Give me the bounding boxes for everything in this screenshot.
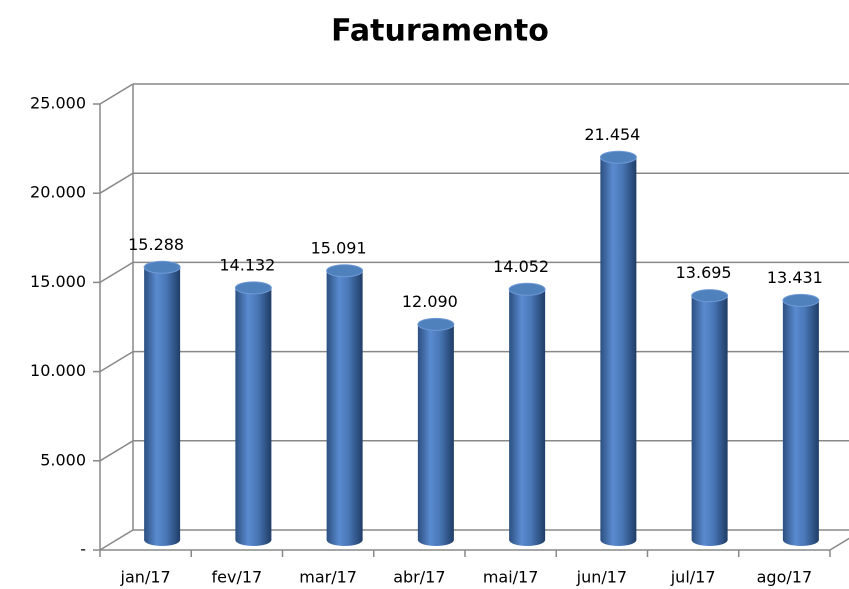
data-label: 14.132 (219, 255, 275, 274)
floor-right-edge (829, 537, 849, 551)
y-tick-label: 20.000 (30, 183, 86, 202)
grid-line-side (99, 83, 134, 105)
bar-top (143, 260, 181, 274)
x-tick-label: mai/17 (483, 568, 539, 587)
data-label: 13.695 (676, 263, 732, 282)
x-tick-label: jul/17 (670, 568, 716, 587)
grid-line-side (99, 172, 134, 194)
bar-top (417, 317, 455, 331)
bar-top (782, 293, 820, 307)
bar (144, 267, 181, 540)
x-tick-label: abr/17 (393, 568, 445, 587)
bar-top (599, 150, 637, 164)
x-tick-label: fev/17 (212, 568, 263, 587)
x-tick-label: ago/17 (757, 568, 813, 587)
bar (326, 270, 363, 540)
bar (509, 289, 546, 540)
data-label: 13.431 (767, 268, 823, 287)
data-label: 12.090 (402, 292, 458, 311)
grid-line-side (99, 261, 134, 284)
y-tick-label: - (80, 540, 86, 559)
x-tick-label: jan/17 (120, 568, 171, 587)
chart-title: Faturamento (331, 14, 549, 49)
bar-top (234, 281, 272, 295)
grid-line-side (99, 350, 134, 373)
bar (235, 287, 272, 540)
bar-top (508, 282, 546, 296)
bar-top (691, 289, 729, 303)
data-label: 15.288 (128, 235, 184, 254)
x-tick-label: jun/17 (576, 568, 627, 587)
x-tick-label: mar/17 (299, 568, 357, 587)
bar (782, 300, 819, 540)
grid-line-side (99, 529, 134, 551)
y-tick-label: 15.000 (30, 272, 86, 291)
y-tick-label: 10.000 (30, 361, 86, 380)
bar (691, 295, 728, 540)
y-tick-label: 25.000 (30, 94, 86, 113)
data-label: 21.454 (584, 125, 640, 144)
data-label: 15.091 (311, 238, 367, 257)
y-tick-label: 5.000 (40, 450, 86, 469)
bar (417, 324, 454, 540)
data-label: 14.052 (493, 257, 549, 276)
bar (600, 157, 637, 541)
grid-line-side (99, 440, 134, 462)
bar-top (326, 264, 364, 278)
